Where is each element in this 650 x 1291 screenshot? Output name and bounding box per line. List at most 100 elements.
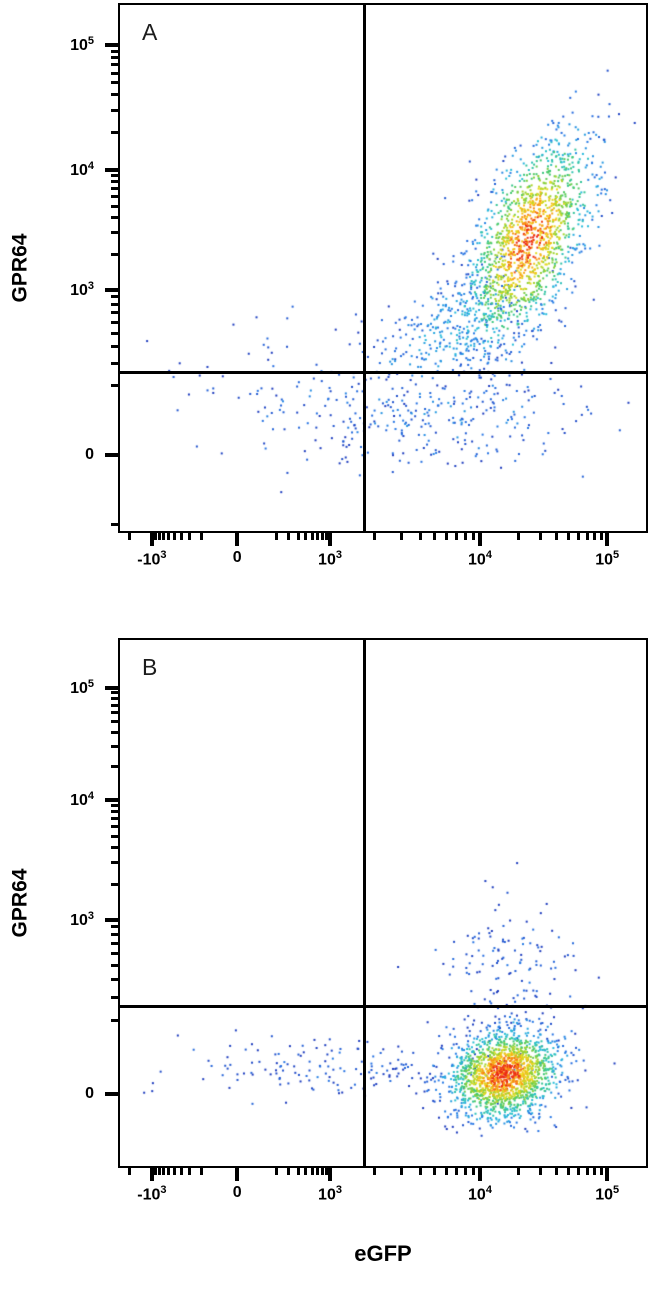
y-axis-minor-tick xyxy=(111,331,118,335)
y-axis-minor-tick xyxy=(111,810,118,814)
x-axis-minor-tick xyxy=(315,1168,319,1175)
y-axis-tick xyxy=(105,917,118,922)
x-axis-tick xyxy=(477,533,482,546)
y-tick-label: 105 xyxy=(70,677,94,697)
x-axis-minor-tick xyxy=(179,1168,183,1175)
x-axis-minor-tick xyxy=(166,1168,170,1175)
x-axis-minor-tick xyxy=(275,533,278,540)
y-axis-tick xyxy=(105,1091,118,1096)
x-axis-minor-tick xyxy=(153,533,157,540)
y-axis-tick xyxy=(105,167,118,172)
x-axis-tick xyxy=(605,1168,610,1181)
x-axis-minor-tick xyxy=(310,1168,314,1175)
x-axis-minor-tick xyxy=(275,1168,278,1175)
y-axis-minor-tick xyxy=(111,925,118,929)
x-axis-tick xyxy=(149,533,154,546)
x-axis-minor-tick xyxy=(324,533,328,540)
y-axis-tick xyxy=(105,453,118,458)
y-axis-tick xyxy=(105,685,118,690)
y-axis-tick-labels-panel-a: 0 103 104 105 xyxy=(28,3,94,533)
quadrant-gate-vertical xyxy=(362,5,366,531)
panel-label: B xyxy=(142,654,158,680)
x-axis-minor-tick xyxy=(157,1168,161,1175)
x-axis-minor-tick xyxy=(296,1168,300,1175)
y-axis-minor-tick xyxy=(111,963,118,967)
y-axis-minor-tick xyxy=(111,825,118,829)
y-axis-minor-tick xyxy=(111,109,118,113)
y-axis-minor-tick xyxy=(111,882,118,886)
x-axis-minor-tick xyxy=(445,1168,449,1175)
x-axis-label: eGFP xyxy=(354,1241,412,1266)
y-tick-label: 105 xyxy=(70,35,94,55)
x-axis-minor-tick xyxy=(433,1168,437,1175)
y-axis-minor-tick xyxy=(111,302,118,306)
y-axis-minor-tick xyxy=(111,952,118,956)
x-axis-minor-tick xyxy=(516,533,520,540)
x-tick-label: -103 xyxy=(137,1184,167,1204)
y-axis-minor-tick xyxy=(111,720,118,724)
x-tick-label: -103 xyxy=(137,549,167,569)
x-axis-minor-tick xyxy=(127,1168,131,1175)
x-axis-tick-labels-panel-b: -103 0 103 104 105 xyxy=(118,1184,648,1210)
y-axis-minor-tick xyxy=(111,361,118,365)
x-axis-minor-tick xyxy=(310,533,314,540)
x-axis-minor-tick xyxy=(516,1168,520,1175)
x-axis-minor-tick xyxy=(399,1168,403,1175)
y-axis-minor-tick xyxy=(111,295,118,299)
y-axis-minor-tick xyxy=(111,195,118,199)
x-tick-label: 104 xyxy=(468,549,492,569)
x-axis-tick xyxy=(477,1168,482,1181)
x-axis-minor-tick xyxy=(445,533,449,540)
x-tick-label: 104 xyxy=(468,1184,492,1204)
x-axis-minor-tick xyxy=(304,1168,308,1175)
x-axis-minor-tick xyxy=(599,1168,603,1175)
x-axis-minor-tick xyxy=(161,533,165,540)
x-axis-minor-tick xyxy=(463,1168,467,1175)
y-axis-minor-tick xyxy=(111,995,118,999)
y-axis-minor-tick xyxy=(111,731,118,735)
x-axis-minor-tick xyxy=(188,1168,192,1175)
y-axis-minor-tick xyxy=(111,180,118,184)
x-axis-tick xyxy=(328,533,332,546)
quadrant-gate-horizontal xyxy=(120,370,646,374)
x-axis-minor-tick xyxy=(455,1168,459,1175)
x-axis-minor-tick xyxy=(577,1168,581,1175)
y-axis-minor-tick xyxy=(111,941,118,945)
y-axis-minor-tick xyxy=(111,817,118,821)
x-tick-label: 103 xyxy=(318,549,342,569)
x-axis-minor-tick xyxy=(593,533,597,540)
x-axis-minor-tick xyxy=(199,1168,203,1175)
y-tick-label: 103 xyxy=(70,909,94,930)
x-tick-label: 0 xyxy=(232,549,242,566)
x-axis-minor-tick xyxy=(455,533,459,540)
x-axis-minor-tick xyxy=(593,1168,597,1175)
x-axis-minor-tick xyxy=(172,1168,176,1175)
y-axis-minor-tick xyxy=(111,130,118,134)
y-tick-label: 0 xyxy=(85,446,94,464)
x-axis-minor-tick xyxy=(418,533,422,540)
panel-label: A xyxy=(142,19,158,45)
x-axis-minor-tick xyxy=(287,533,291,540)
y-axis-minor-tick xyxy=(111,204,118,208)
y-axis-minor-tick xyxy=(111,846,118,850)
x-axis-minor-tick xyxy=(172,533,176,540)
x-axis-tick xyxy=(149,1168,154,1181)
x-axis-minor-tick xyxy=(324,1168,328,1175)
x-axis-minor-tick xyxy=(399,533,403,540)
y-axis-tick xyxy=(105,798,118,803)
density-scatter-panel-a xyxy=(120,5,645,530)
y-axis-ticks-panel-b xyxy=(100,638,118,1168)
y-axis-minor-tick xyxy=(111,63,118,67)
x-tick-label: 105 xyxy=(595,1184,620,1204)
y-axis-minor-tick xyxy=(111,216,118,220)
y-axis-minor-tick xyxy=(111,71,118,75)
density-scatter-panel-b xyxy=(120,640,645,1165)
y-axis-minor-tick xyxy=(111,345,118,349)
y-axis-minor-tick xyxy=(111,49,118,53)
x-axis-tick xyxy=(235,1168,240,1181)
x-axis-minor-tick xyxy=(555,1168,559,1175)
x-tick-label: 103 xyxy=(318,1184,342,1204)
y-axis-minor-tick xyxy=(111,861,118,865)
x-tick-label: 0 xyxy=(232,1184,242,1201)
